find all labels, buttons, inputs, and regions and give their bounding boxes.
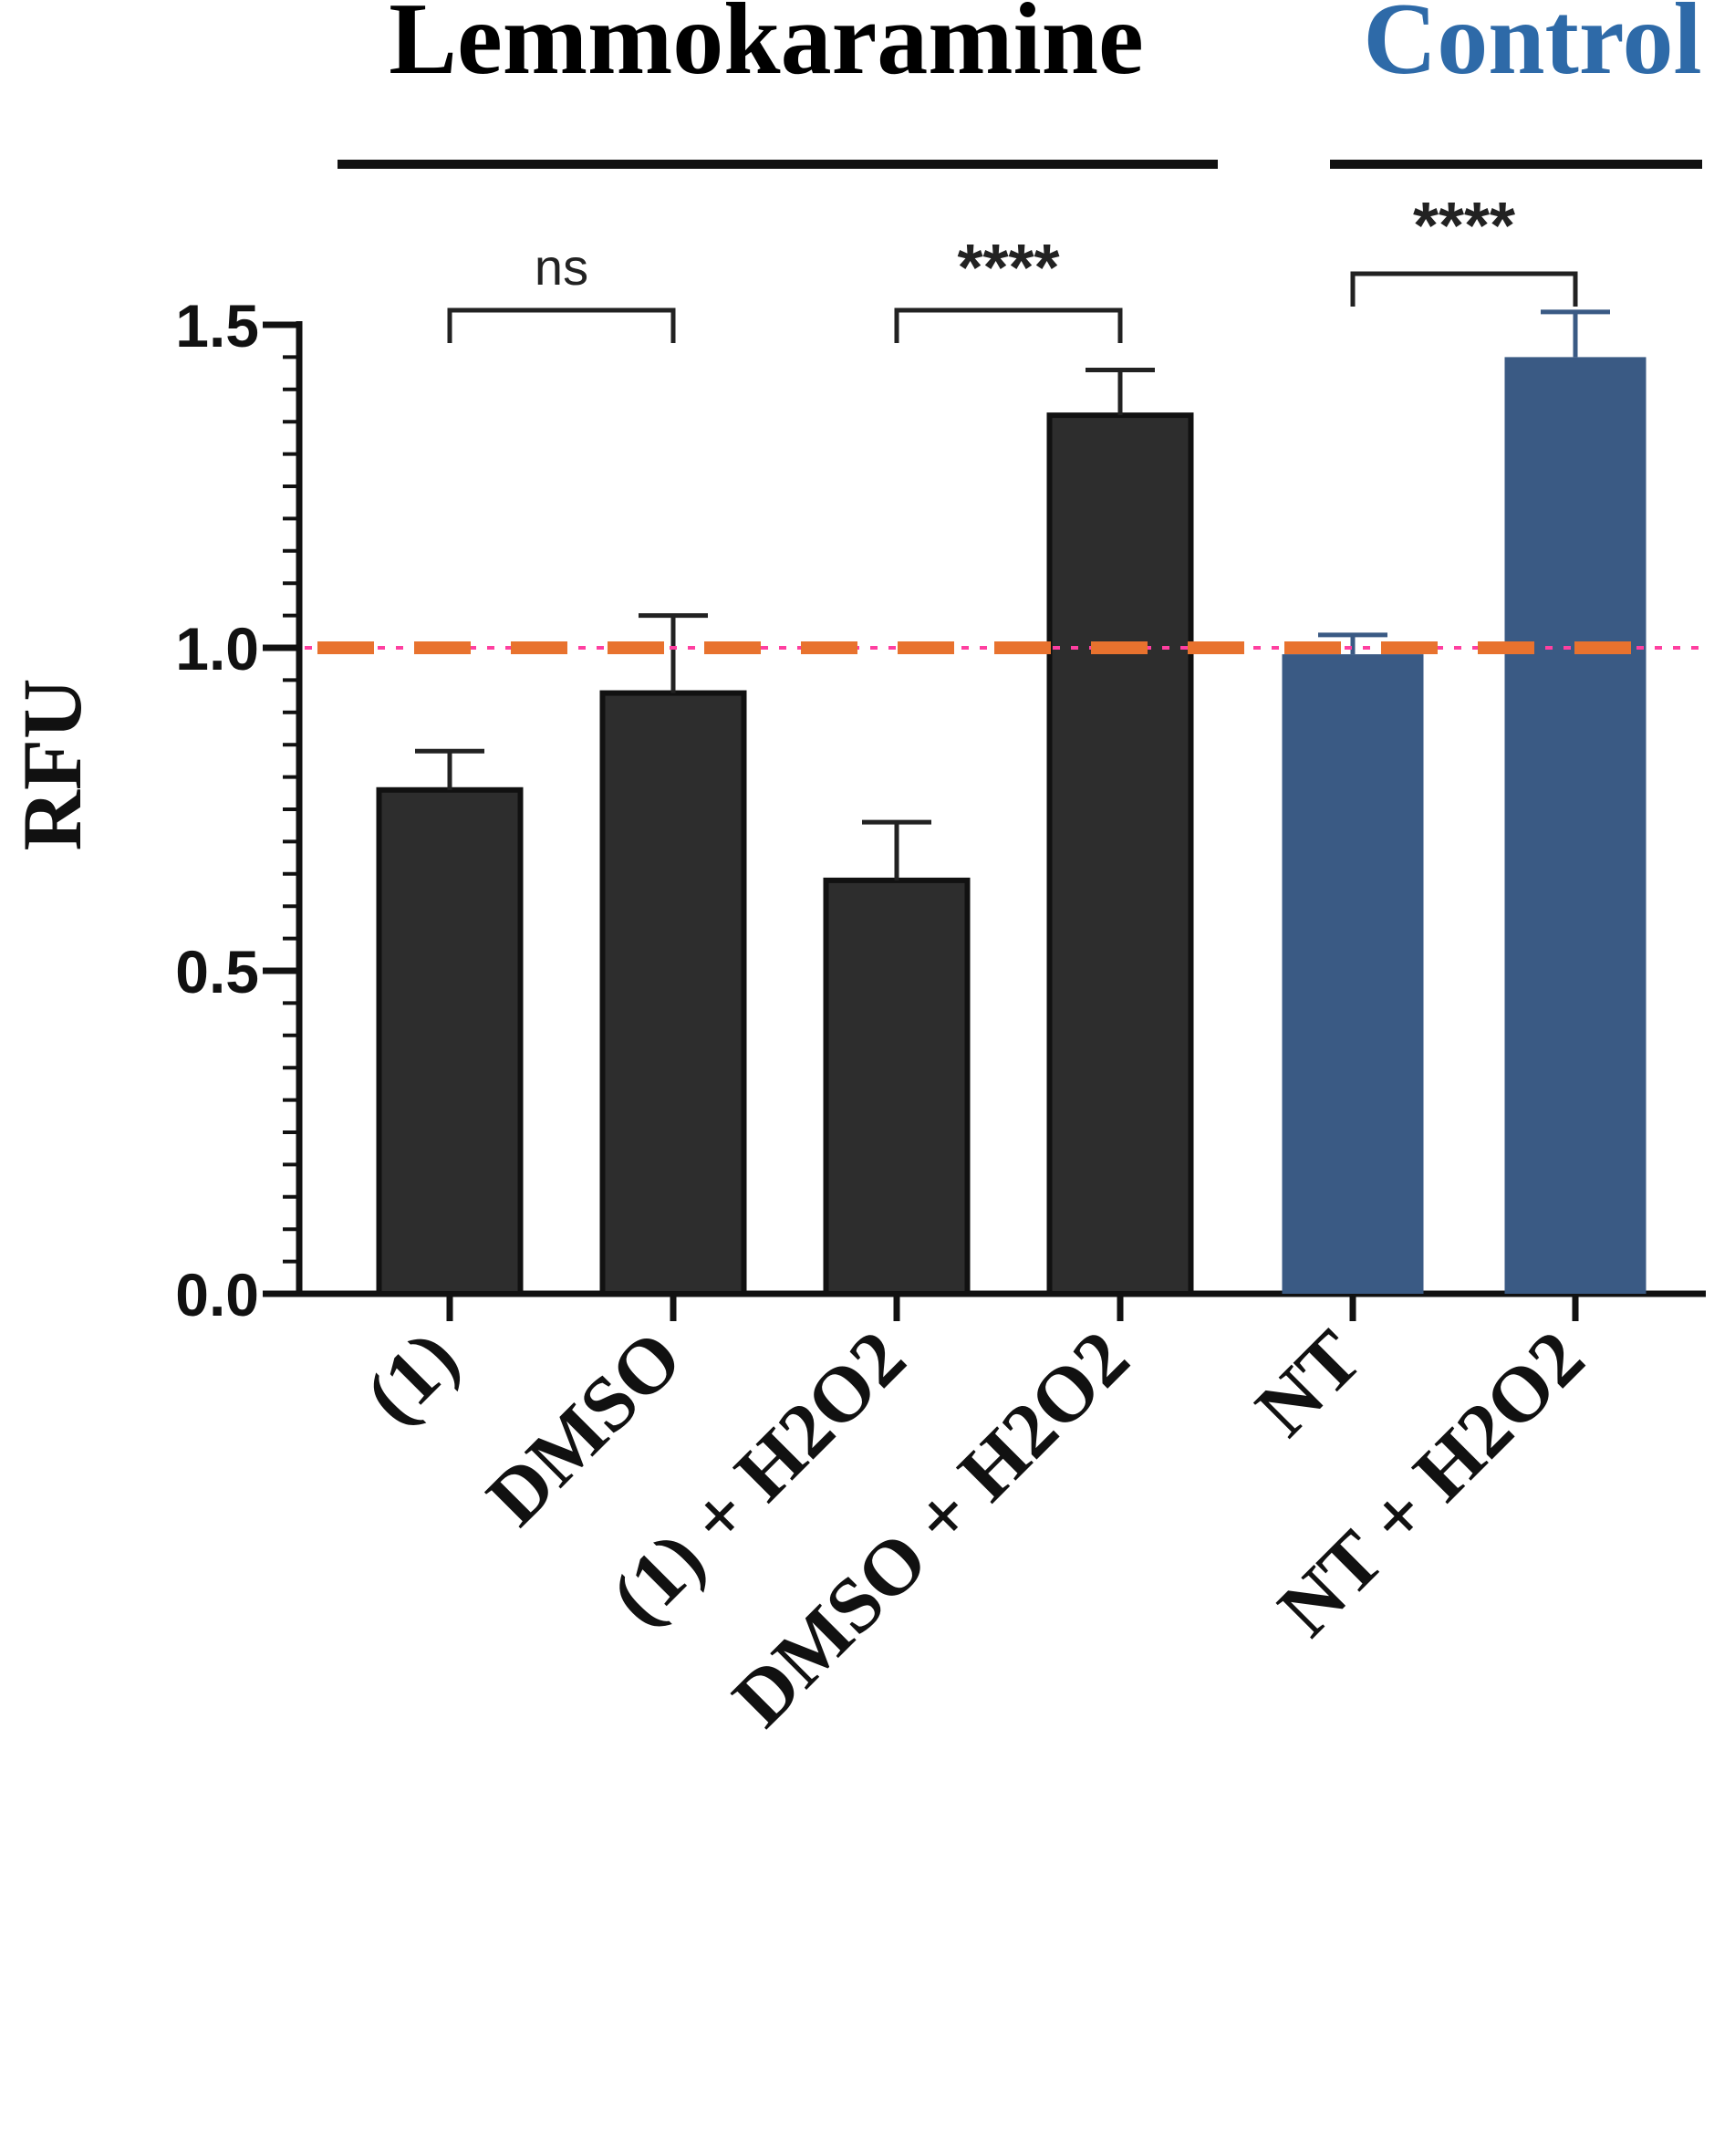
bar (376, 786, 524, 1297)
significance-label: **** (957, 232, 1059, 305)
x-tick-label: DMSO + H2O2 (716, 1314, 1146, 1744)
significance-bracket (447, 307, 676, 343)
x-tick-label: NT (1239, 1314, 1377, 1453)
y-tick-label: 0.0 (175, 1261, 259, 1328)
y-axis-label: RFU (5, 678, 99, 850)
group-headers: Lemmokaramine Control (338, 0, 1702, 169)
y-tick-label: 0.5 (175, 938, 259, 1005)
y-tick-label: 1.5 (175, 292, 259, 359)
bars (376, 357, 1647, 1297)
group-label: Lemmokaramine (389, 0, 1143, 96)
bar (1282, 654, 1424, 1294)
x-tick-label: (1) (348, 1314, 475, 1441)
significance-bracket (1350, 271, 1578, 307)
significance-label: **** (1413, 190, 1515, 263)
significance-brackets: ns **** **** (447, 190, 1578, 343)
y-tick-label: 1.0 (175, 615, 259, 682)
y-axis: 0.0 0.5 1.0 1.5 (175, 292, 303, 1328)
significance-label: ns (535, 238, 588, 296)
x-tick-label: DMSO (470, 1314, 698, 1542)
bar (599, 690, 747, 1297)
bar (823, 877, 971, 1297)
bar (1504, 357, 1647, 1294)
bar (1046, 412, 1194, 1297)
error-bars (415, 309, 1610, 880)
significance-bracket (894, 307, 1123, 343)
group-label: Control (1363, 0, 1701, 96)
